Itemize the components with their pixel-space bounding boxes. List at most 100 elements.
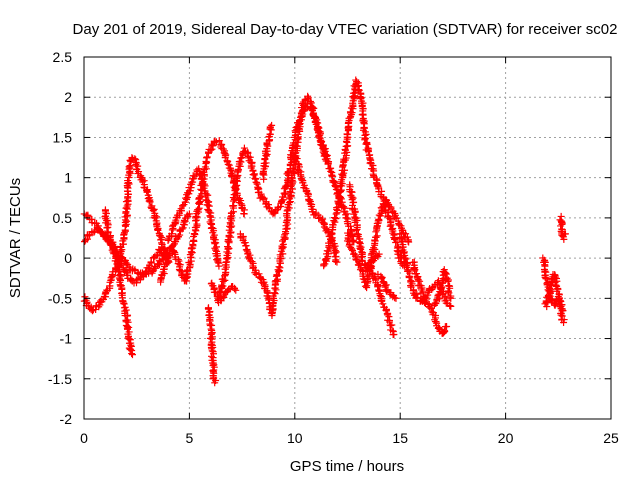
data-point: [352, 226, 360, 234]
data-point: [350, 210, 358, 218]
data-point: [176, 267, 184, 275]
data-point: [207, 146, 215, 154]
y-tick-label: 1: [64, 170, 72, 186]
data-point: [401, 254, 409, 262]
data-point: [305, 197, 313, 205]
data-point: [427, 304, 435, 312]
x-tick-label: 10: [287, 430, 303, 446]
data-point: [551, 271, 559, 279]
data-point: [298, 176, 306, 184]
data-point: [388, 225, 396, 233]
data-point: [339, 162, 347, 170]
data-point: [165, 251, 173, 259]
data-point: [266, 123, 274, 131]
data-point: [334, 192, 342, 200]
y-tick-label: -0.5: [48, 290, 72, 306]
data-point: [441, 327, 449, 335]
data-point: [288, 181, 296, 189]
data-point: [275, 263, 283, 271]
data-point: [179, 202, 187, 210]
data-point: [229, 202, 237, 210]
chart-title: Day 201 of 2019, Sidereal Day-to-day VTE…: [73, 21, 618, 38]
data-point: [203, 153, 211, 161]
data-point: [214, 258, 222, 266]
data-point: [272, 277, 280, 285]
x-tick-label: 20: [498, 430, 514, 446]
data-point: [358, 111, 366, 119]
data-point: [446, 294, 454, 302]
data-point: [205, 198, 213, 206]
data-point: [81, 293, 89, 301]
data-point: [240, 144, 248, 152]
data-point: [136, 276, 144, 284]
data-point: [229, 194, 237, 202]
data-point: [379, 300, 387, 308]
data-point: [364, 148, 372, 156]
data-point: [128, 350, 136, 358]
data-point: [542, 275, 550, 283]
data-point: [218, 281, 226, 289]
data-point: [124, 177, 132, 185]
data-point: [174, 233, 182, 241]
y-tick-label: 2: [64, 89, 72, 105]
data-point: [157, 236, 165, 244]
data-point: [267, 309, 275, 317]
data-point: [227, 213, 235, 221]
data-point: [557, 311, 565, 319]
data-point: [443, 322, 451, 330]
data-point: [206, 321, 214, 329]
data-point: [382, 287, 390, 295]
data-point: [392, 294, 400, 302]
data-point: [327, 167, 335, 175]
data-point: [123, 271, 131, 279]
y-tick-label: -1: [60, 331, 73, 347]
data-point: [355, 86, 363, 94]
data-point: [559, 306, 567, 314]
data-point: [154, 226, 162, 234]
data-point: [332, 257, 340, 265]
data-point: [366, 265, 374, 273]
data-point: [446, 302, 454, 310]
data-point: [128, 351, 136, 359]
y-tick-label: 0: [64, 250, 72, 266]
data-point: [224, 160, 232, 168]
data-point: [289, 178, 297, 186]
data-point: [374, 283, 382, 291]
x-tick-label: 15: [392, 430, 408, 446]
data-point: [357, 253, 365, 261]
data-point: [554, 293, 562, 301]
x-tick-labels: 0 5 10 15 20 25: [80, 430, 619, 446]
data-point: [170, 248, 178, 256]
data-point: [343, 130, 351, 138]
data-point: [152, 264, 160, 272]
data-point: [215, 137, 223, 145]
data-point: [379, 278, 387, 286]
y-axis-title: SDTVAR / TECUs: [7, 178, 24, 298]
data-point: [90, 228, 98, 236]
data-point: [363, 140, 371, 148]
data-point: [387, 221, 395, 229]
x-tick-label: 25: [603, 430, 619, 446]
data-point: [421, 299, 429, 307]
data-point: [255, 273, 263, 281]
data-point: [217, 288, 225, 296]
data-point: [310, 104, 318, 112]
y-tick-labels: -2 -1.5 -1 -0.5 0 0.5 1 1.5 2 2.5: [48, 49, 72, 427]
data-point: [380, 202, 388, 210]
data-point: [262, 159, 270, 167]
data-point: [328, 229, 336, 237]
data-point: [541, 273, 549, 281]
data-point: [202, 157, 210, 165]
data-point: [307, 99, 315, 107]
data-point: [122, 198, 130, 206]
data-point: [390, 331, 398, 339]
data-point: [426, 303, 434, 311]
data-point: [208, 224, 216, 232]
data-point: [125, 163, 133, 171]
data-point: [206, 334, 214, 342]
data-point: [231, 195, 239, 203]
data-point: [331, 214, 339, 222]
data-point: [324, 160, 332, 168]
data-point: [215, 262, 223, 270]
data-point: [315, 134, 323, 142]
